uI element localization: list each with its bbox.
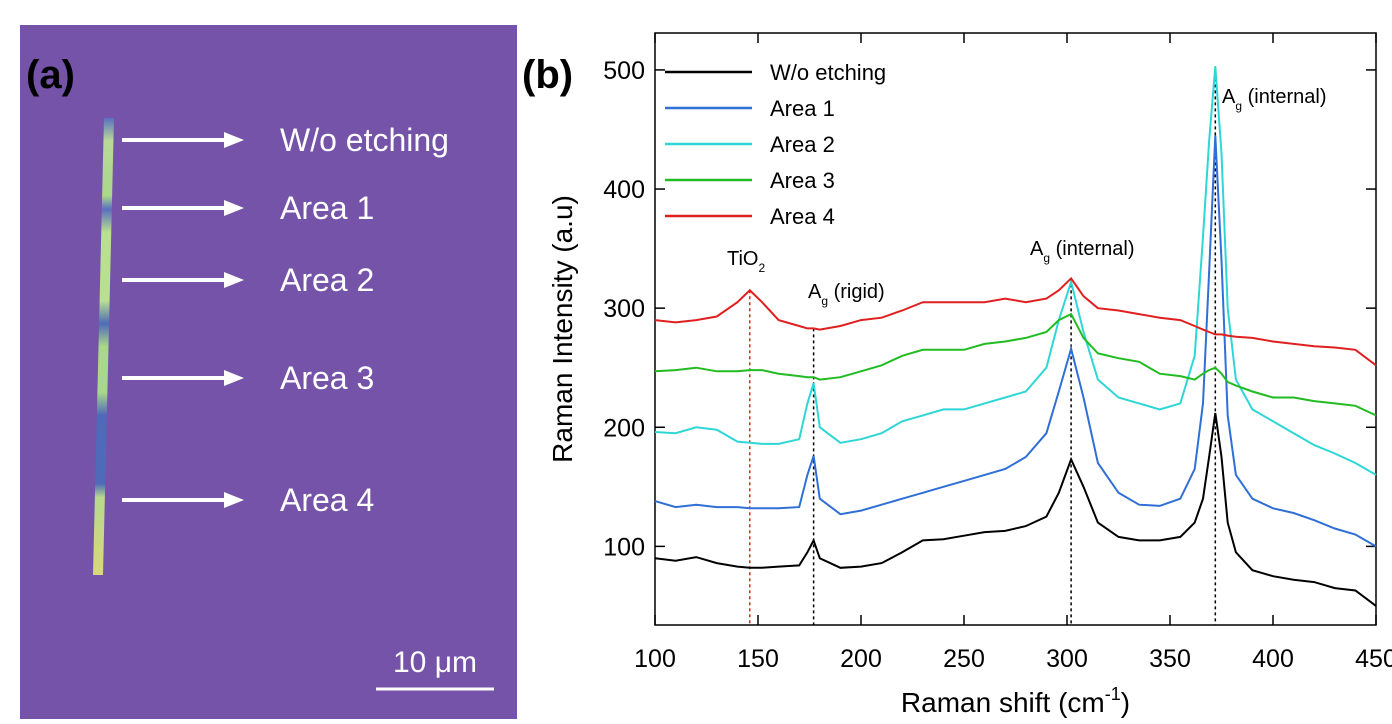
area-label: Area 4 xyxy=(280,482,374,518)
scale-bar-label: 10 μm xyxy=(393,646,477,679)
annotation: Ag (rigid) xyxy=(808,281,885,308)
nanowire xyxy=(93,118,114,575)
legend-label: Area 1 xyxy=(770,96,835,121)
arrowhead xyxy=(224,272,244,288)
x-tick-label: 100 xyxy=(634,645,676,673)
series-line xyxy=(654,412,1377,607)
annotation-sub: g xyxy=(1235,99,1242,113)
y-tick-label: 400 xyxy=(603,176,645,204)
x-axis-title: Raman shift (cm-1) xyxy=(901,684,1130,718)
annotation-suffix: (internal) xyxy=(1242,86,1326,108)
micrograph: (a) 10 μm xyxy=(20,25,517,719)
x-tick-label: 200 xyxy=(840,645,882,673)
annotation-text: A xyxy=(808,281,822,303)
series-line xyxy=(654,312,1377,417)
x-tick-label: 400 xyxy=(1252,645,1294,673)
arrowhead xyxy=(224,492,244,508)
annotation-sub: 2 xyxy=(758,261,765,275)
y-tick-label: 200 xyxy=(603,414,645,442)
annotation-text: TiO xyxy=(727,248,758,270)
x-tick-label: 150 xyxy=(737,645,779,673)
area-label: Area 2 xyxy=(280,262,374,298)
arrow-group: W/o etching Area 1 Area 2 Area 3 Area 4 xyxy=(122,122,449,518)
panel-label: (b) xyxy=(522,53,573,97)
annotation-suffix: (internal) xyxy=(1050,238,1134,260)
y-tick-label: 100 xyxy=(603,533,645,561)
arrowhead xyxy=(224,132,244,148)
annotation: Ag (internal) xyxy=(1030,238,1135,265)
annotation-sub: g xyxy=(1043,251,1050,265)
annotation-suffix: (rigid) xyxy=(828,281,885,303)
x-axis-title-sup: -1 xyxy=(1105,684,1121,704)
series-line xyxy=(654,135,1377,548)
series-line xyxy=(654,276,1377,367)
arrowhead xyxy=(224,370,244,386)
x-axis-title-text: Raman shift (cm xyxy=(901,687,1105,718)
y-axis-title: Raman Intensity (a.u) xyxy=(547,195,578,463)
area-label: W/o etching xyxy=(280,122,449,158)
legend-label: Area 4 xyxy=(770,204,835,229)
annotation-sub: g xyxy=(821,294,828,308)
annotation-text: A xyxy=(1030,238,1044,260)
legend-label: W/o etching xyxy=(770,60,886,85)
legend-label: Area 2 xyxy=(770,132,835,157)
x-tick-label: 450 xyxy=(1355,645,1392,673)
y-tick-label: 500 xyxy=(603,57,645,85)
x-axis-title-suffix: ) xyxy=(1121,687,1130,718)
annotation-text: A xyxy=(1222,86,1236,108)
arrowhead xyxy=(224,200,244,216)
series-line xyxy=(654,66,1377,476)
x-tick-label: 350 xyxy=(1149,645,1191,673)
legend-label: Area 3 xyxy=(770,168,835,193)
panel-label: (a) xyxy=(26,53,75,97)
x-tick-label: 300 xyxy=(1046,645,1088,673)
chart: (b) 100 150 200 250 300 350 400 450 100 200 300 400… xyxy=(522,32,1392,718)
area-label: Area 1 xyxy=(280,190,374,226)
y-tick-label: 300 xyxy=(603,295,645,323)
area-label: Area 3 xyxy=(280,360,374,396)
annotation: TiO2 xyxy=(727,248,765,275)
x-tick-label: 250 xyxy=(943,645,985,673)
annotation: Ag (internal) xyxy=(1222,86,1327,113)
plot-frame xyxy=(654,32,1377,626)
